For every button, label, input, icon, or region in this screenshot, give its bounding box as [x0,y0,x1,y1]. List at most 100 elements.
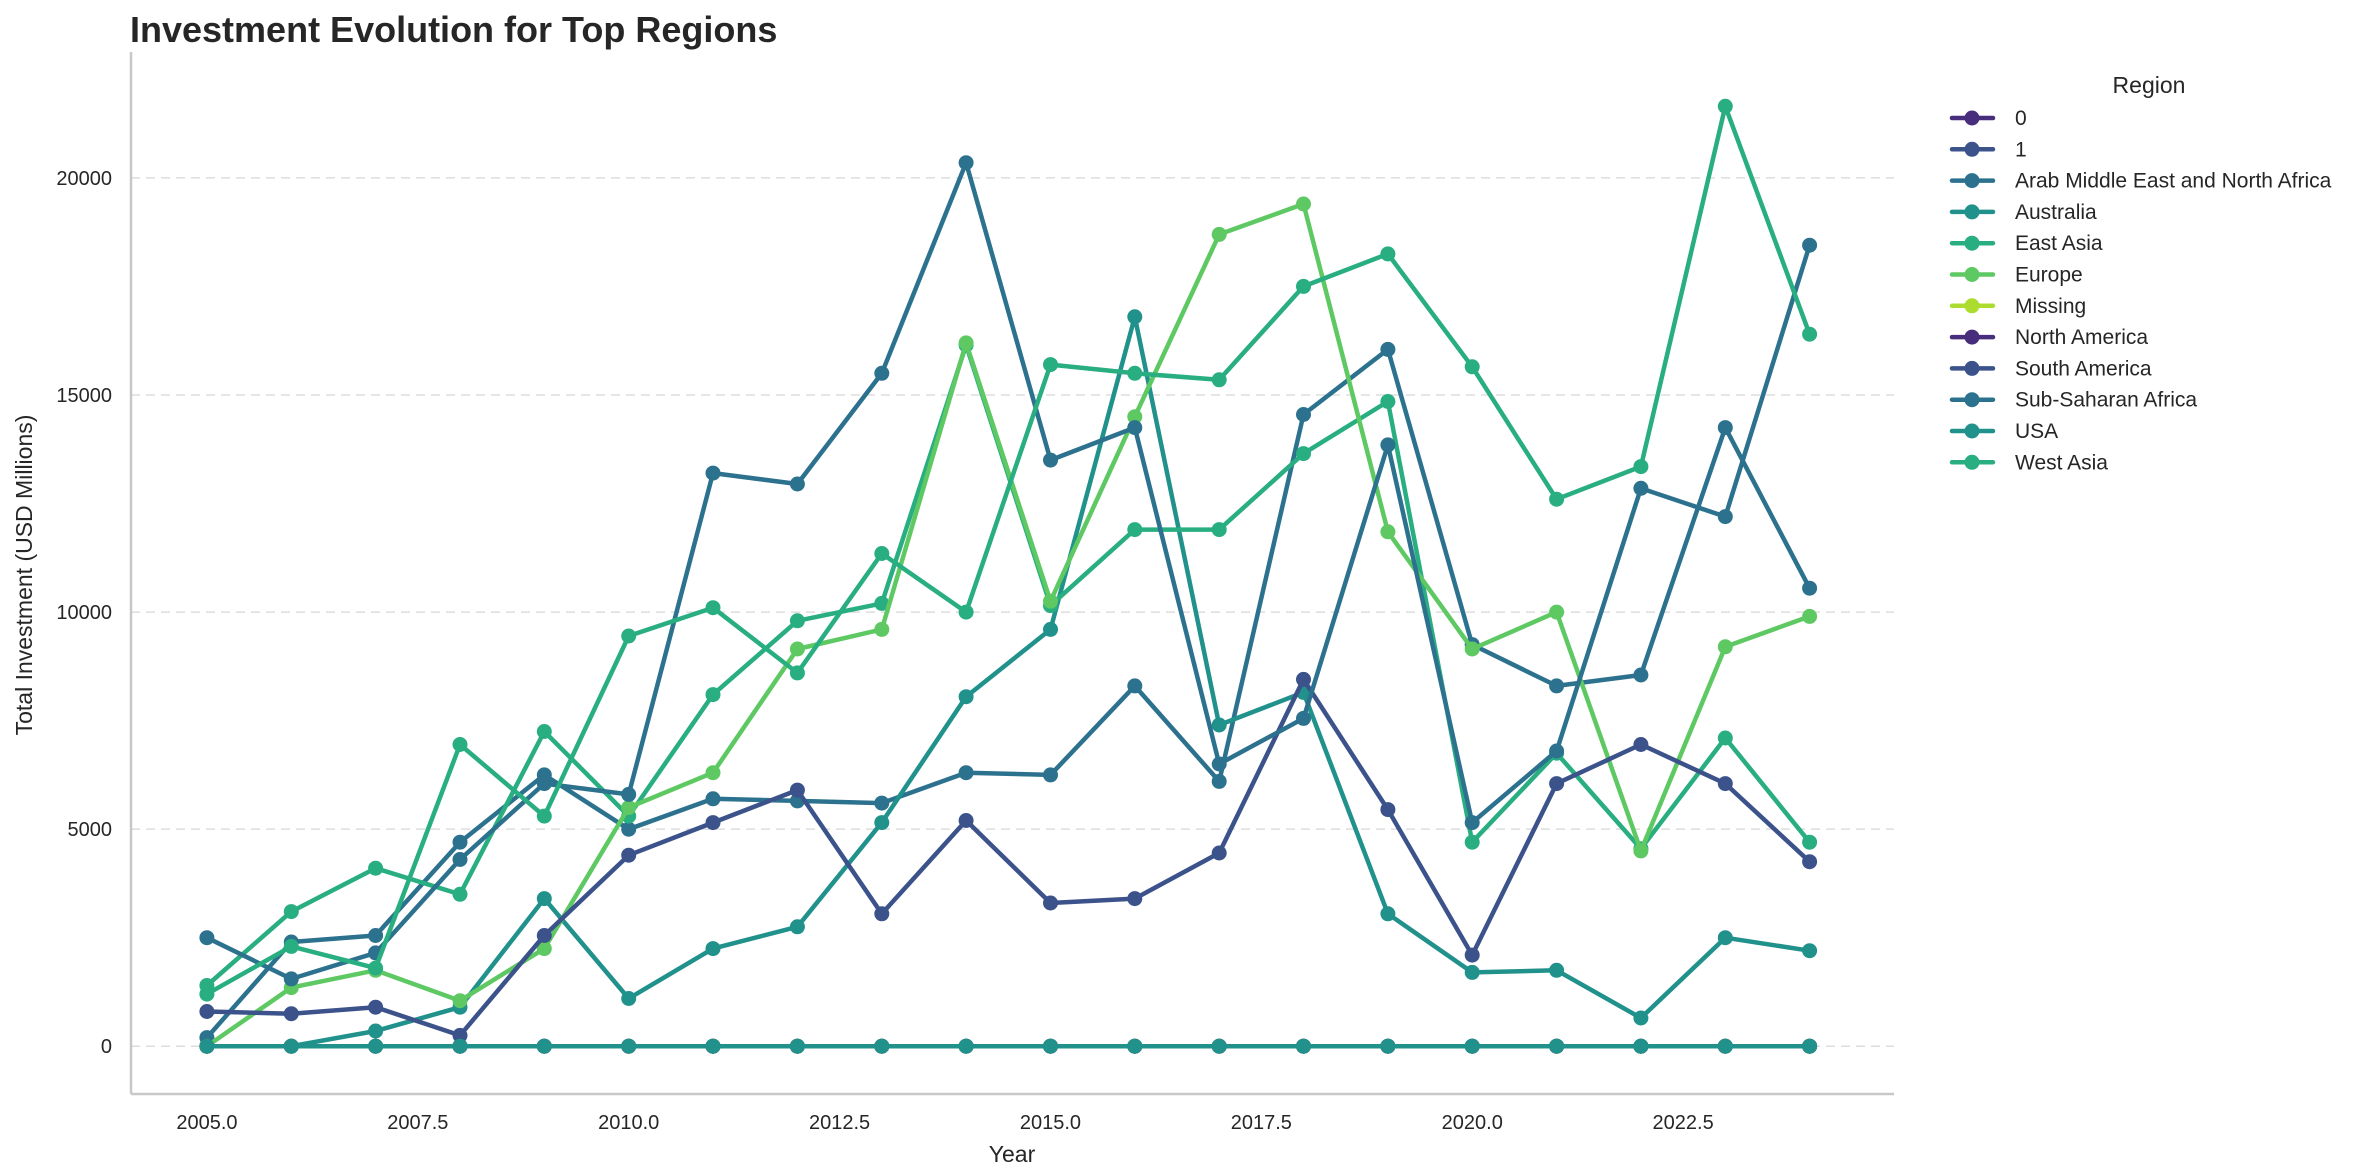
data-point [621,786,637,802]
legend: Region 0 1 Arab Middle East and North Afri… [1949,72,2332,474]
data-point [199,986,215,1002]
y-axis-label: Total Investment (USD Millions) [11,415,37,736]
data-point [1717,1038,1733,1054]
series-11 [199,98,1818,1002]
data-point [1380,437,1396,453]
legend-swatch-marker [1964,141,1980,157]
data-point [1296,407,1311,422]
data-point [1211,773,1227,789]
legend-swatch-marker [1964,298,1980,314]
series-3 [199,309,1818,1054]
data-point [199,1004,215,1019]
data-point [1549,678,1565,694]
data-point [705,941,721,957]
data-point [1464,964,1480,980]
data-point [1127,1038,1143,1054]
legend-label: East Asia [2015,232,2103,255]
legend-entry: East Asia [1949,232,2103,255]
legend-swatch-marker [1964,423,1980,439]
legend-label: USA [2015,420,2058,443]
data-point [1464,641,1480,657]
data-point [1211,845,1227,861]
data-point [789,613,805,629]
data-point [1717,509,1733,525]
data-point [789,476,805,492]
legend-entry: Europe [1949,264,2083,287]
series-line [204,347,1812,1040]
series-line [204,314,1812,1049]
data-point [705,1038,721,1054]
series-lines [199,98,1818,1054]
data-point [1211,1038,1227,1054]
legend-label: North America [2015,326,2148,349]
data-point [1127,420,1143,436]
data-point [789,665,805,681]
data-point [1380,1038,1396,1054]
data-point [621,800,637,815]
legend-entry: North America [1949,326,2148,349]
data-point [1380,246,1396,262]
data-point [283,938,299,954]
data-point [1717,930,1733,946]
data-point [1717,98,1733,114]
chart-title: Investment Evolution for Top Regions [130,9,777,50]
data-point [536,928,552,943]
data-point [452,993,468,1009]
series-9 [199,155,1818,987]
data-point [874,815,890,831]
data-point [199,930,215,946]
x-tick-label: 2007.5 [387,1112,448,1134]
data-point [1380,906,1396,922]
data-point [1549,743,1565,759]
legend-label: West Asia [2015,451,2108,474]
series-line [204,104,1812,997]
legend-label: Australia [2015,201,2097,224]
data-point [1717,420,1733,436]
legend-label: Missing [2015,295,2086,318]
data-point [452,852,468,867]
y-tick-label: 15000 [56,385,112,407]
data-point [368,1038,384,1054]
data-point [368,860,384,876]
data-point [789,1038,805,1054]
data-point [1717,639,1733,655]
legend-swatch-marker [1964,360,1980,376]
data-point [1717,730,1733,746]
data-point [705,687,721,703]
data-point [705,600,721,616]
data-point [958,813,974,828]
data-point [452,834,468,850]
series-5 [199,196,1818,1054]
data-point [1633,737,1649,752]
data-point [536,724,552,739]
data-point [199,1038,215,1054]
data-point [1296,710,1311,726]
data-point [1633,1010,1649,1026]
legend-title: Region [2113,72,2186,98]
data-point [452,1038,468,1054]
data-point [1802,834,1818,850]
data-point [958,1038,974,1054]
data-point [452,886,468,902]
data-point [1043,767,1058,783]
data-point [1380,802,1396,818]
data-point [1549,962,1565,978]
data-point [1549,491,1565,507]
data-point [958,604,974,620]
data-point [1127,891,1143,907]
series-line [204,160,1812,982]
legend-entry: Missing [1949,295,2086,318]
legend-entry: West Asia [1949,451,2108,474]
legend-swatch-marker [1964,267,1980,282]
y-tick-label: 10000 [56,602,112,624]
data-point [283,904,299,920]
data-point [1633,667,1649,683]
data-point [874,906,890,922]
data-point [705,765,721,781]
data-point [283,1006,299,1022]
data-point [1296,278,1311,294]
series-line [204,201,1812,1049]
legend-entry: South America [1949,357,2152,380]
data-point [1802,326,1818,342]
data-point [705,815,721,831]
